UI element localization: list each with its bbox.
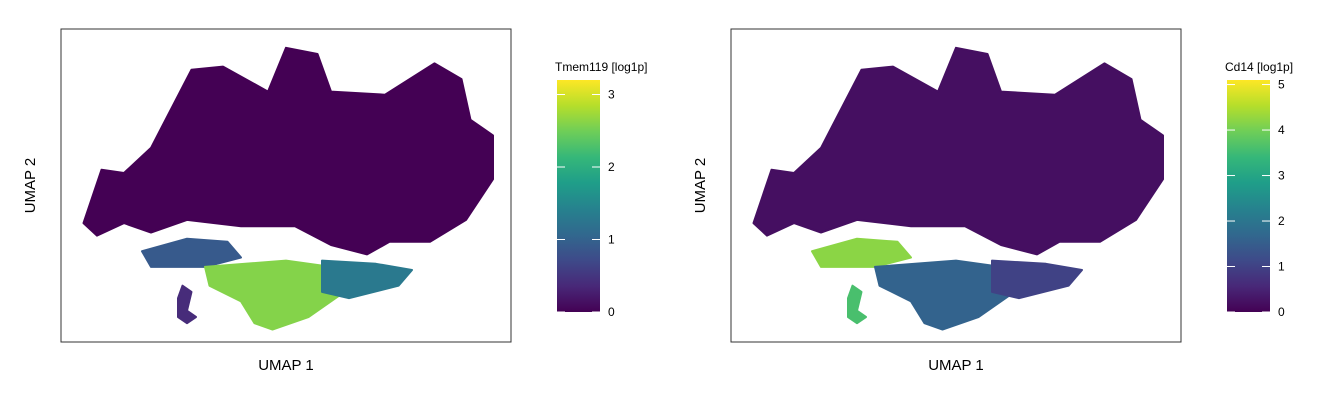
umap-panel-tmem119: UMAP 1 UMAP 2 Tmem119 [log1p] 0 1 2 3 (22, 28, 648, 374)
colorbar-tick-label: 0 (1278, 305, 1285, 319)
colorbar-tick-label: 4 (1278, 123, 1285, 137)
colorbar-legend: Cd14 [log1p] 0 1 2 3 4 5 (1225, 60, 1293, 319)
cluster-bottom-cluster-right-tail (991, 259, 1083, 300)
umap-panel-cd14: UMAP 1 UMAP 2 Cd14 [log1p] 0 1 2 3 4 5 (692, 28, 1293, 374)
colorbar (1227, 80, 1270, 312)
y-axis-title: UMAP 2 (22, 158, 39, 214)
cluster-small-curved-island (177, 284, 197, 325)
x-axis-title: UMAP 1 (928, 357, 984, 374)
colorbar-tick-label: 1 (608, 233, 615, 247)
legend-title: Cd14 [log1p] (1225, 60, 1293, 74)
colorbar-legend: Tmem119 [log1p] 0 1 2 3 (555, 60, 648, 319)
cell-embedding (752, 46, 1164, 331)
cluster-large-bottom-cluster (874, 259, 1011, 331)
cluster-upper-main-body (752, 46, 1164, 256)
cluster-large-bottom-cluster (204, 259, 341, 331)
colorbar-tick-label: 2 (1278, 214, 1285, 228)
x-axis-title: UMAP 1 (258, 357, 314, 374)
cluster-bottom-cluster-upper-band (141, 237, 242, 268)
y-axis-title: UMAP 2 (692, 158, 709, 214)
plot-frame (730, 28, 1182, 343)
colorbar-tick-label: 3 (608, 88, 615, 102)
colorbar-tick-label: 5 (1278, 78, 1285, 92)
colorbar-tick-label: 0 (608, 305, 615, 319)
cell-embedding (82, 46, 494, 331)
cluster-small-curved-island (847, 284, 867, 325)
plot-frame (60, 28, 512, 343)
colorbar-tick-label: 3 (1278, 169, 1285, 183)
cluster-bottom-cluster-upper-band (811, 237, 912, 268)
cluster-bottom-cluster-right-tail (321, 259, 413, 300)
colorbar (557, 80, 600, 312)
cluster-upper-main-body (82, 46, 494, 256)
colorbar-tick-label: 2 (608, 160, 615, 174)
colorbar-tick-label: 1 (1278, 260, 1285, 274)
legend-title: Tmem119 [log1p] (555, 60, 648, 74)
